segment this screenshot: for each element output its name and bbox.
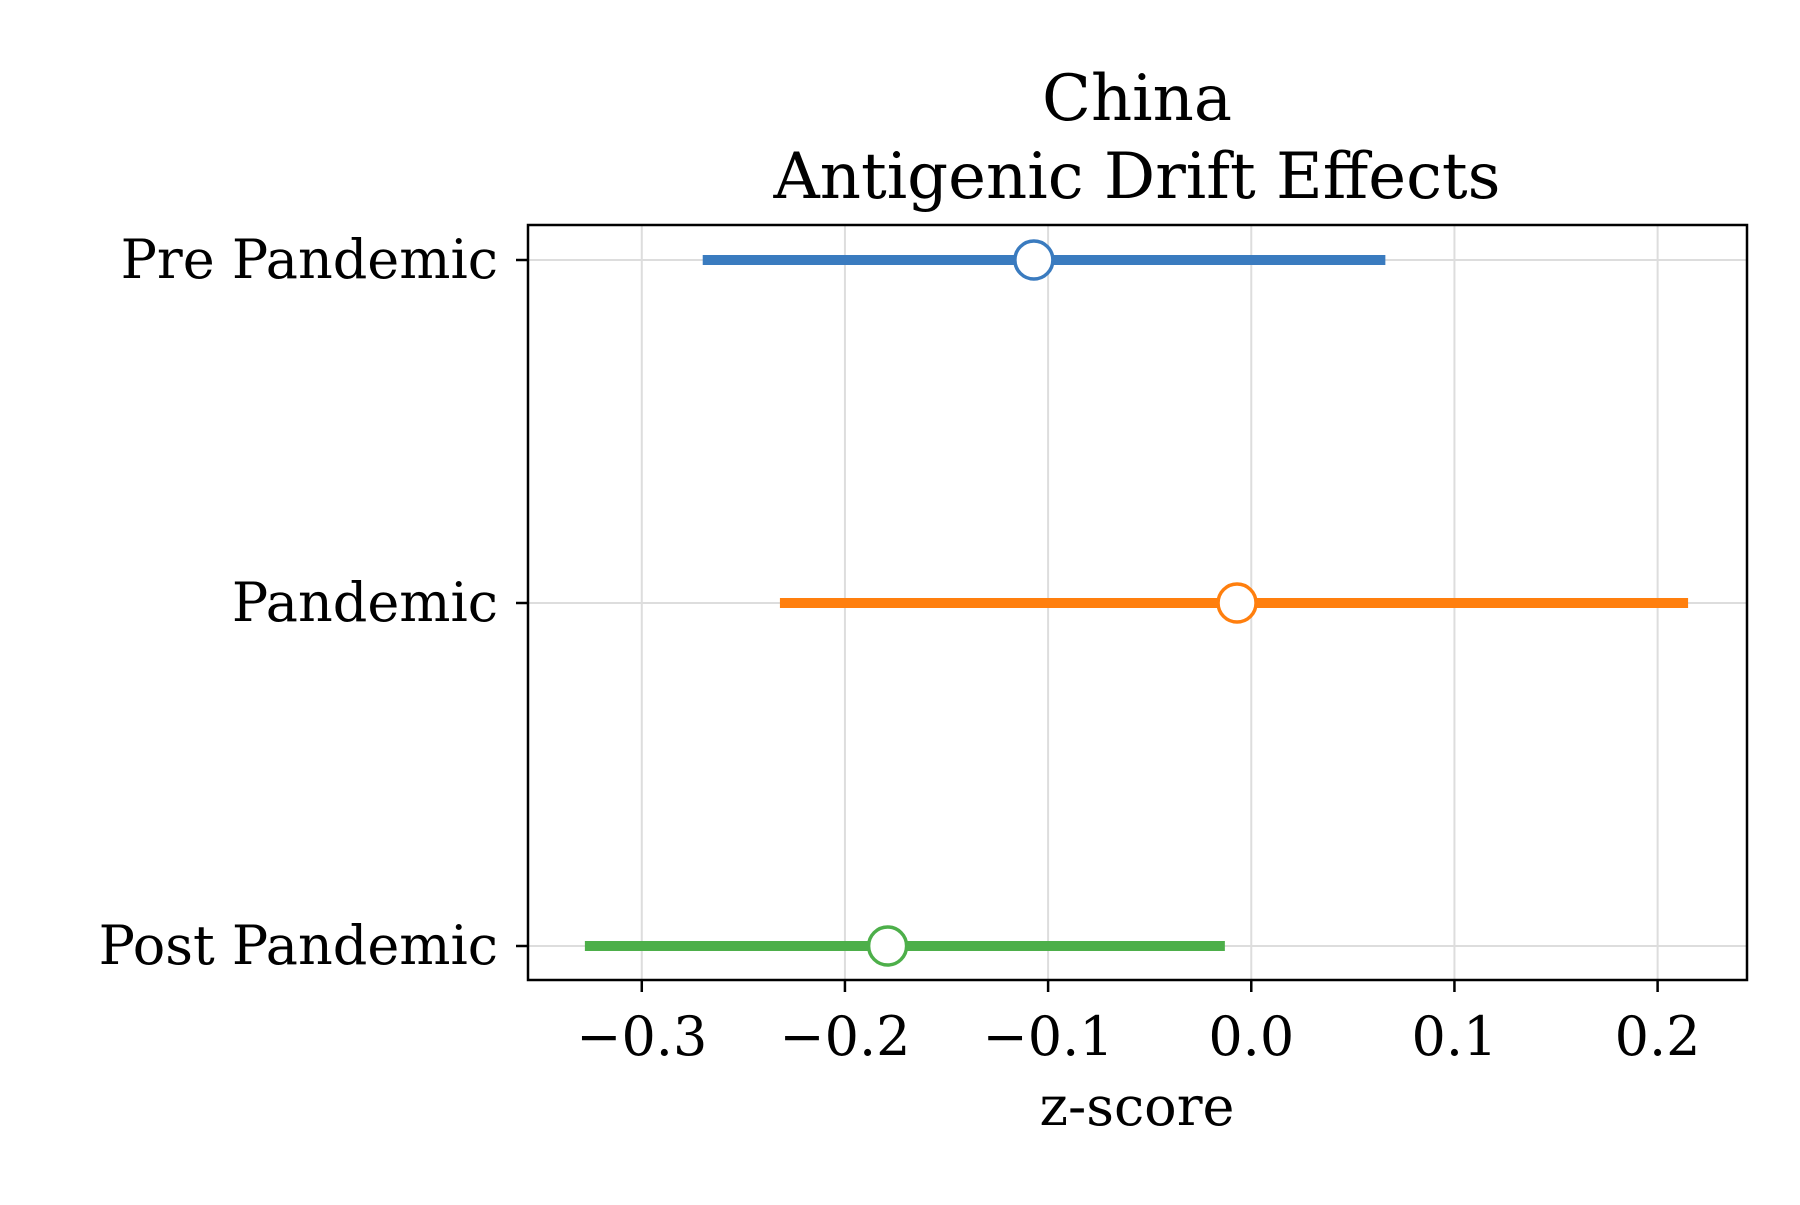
estimate-point (1013, 239, 1055, 281)
x-tick-label: 0.2 (1615, 1005, 1701, 1068)
x-tick-label: −0.1 (983, 1005, 1114, 1068)
chart-title-line-1: China (1042, 62, 1232, 136)
axis-ticks: −0.3 −0.2 −0.1 0.0 0.1 0.2 Pre Pandemic Pandemi… (99, 228, 1701, 1068)
estimate-point (1216, 582, 1258, 624)
y-tick-label: Pre Pandemic (121, 228, 498, 291)
estimate-point (866, 925, 909, 967)
x-axis-label: z-score (1040, 1075, 1235, 1138)
x-tick-label: −0.2 (779, 1005, 910, 1068)
y-tick-label: Post Pandemic (99, 914, 498, 977)
y-tick-label: Pandemic (232, 571, 498, 634)
x-tick-label: 0.1 (1411, 1005, 1497, 1068)
x-tick-label: −0.3 (576, 1005, 707, 1068)
chart-title-line-2: Antigenic Drift Effects (773, 140, 1501, 214)
x-tick-label: 0.0 (1208, 1005, 1294, 1068)
series (584, 239, 1689, 967)
